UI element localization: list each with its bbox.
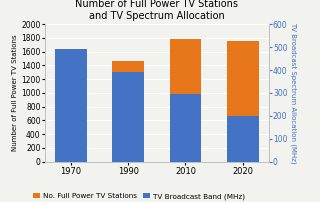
Legend: No. Full Power TV Stations, TV Broadcast Band (MHz): No. Full Power TV Stations, TV Broadcast… xyxy=(30,190,248,202)
Bar xyxy=(112,61,144,162)
Bar xyxy=(170,94,201,162)
Bar xyxy=(55,49,86,162)
Bar xyxy=(170,39,201,162)
Title: Number of Full Power TV Stations
and TV Spectrum Allocation: Number of Full Power TV Stations and TV … xyxy=(75,0,238,21)
Bar xyxy=(55,101,86,162)
Bar xyxy=(227,116,259,162)
Bar xyxy=(227,41,259,162)
Bar xyxy=(112,72,144,162)
Y-axis label: Number of Full Power TV Stations: Number of Full Power TV Stations xyxy=(12,35,19,151)
Y-axis label: TV Broadcast Spectrum Allocation (MHz): TV Broadcast Spectrum Allocation (MHz) xyxy=(290,22,297,164)
